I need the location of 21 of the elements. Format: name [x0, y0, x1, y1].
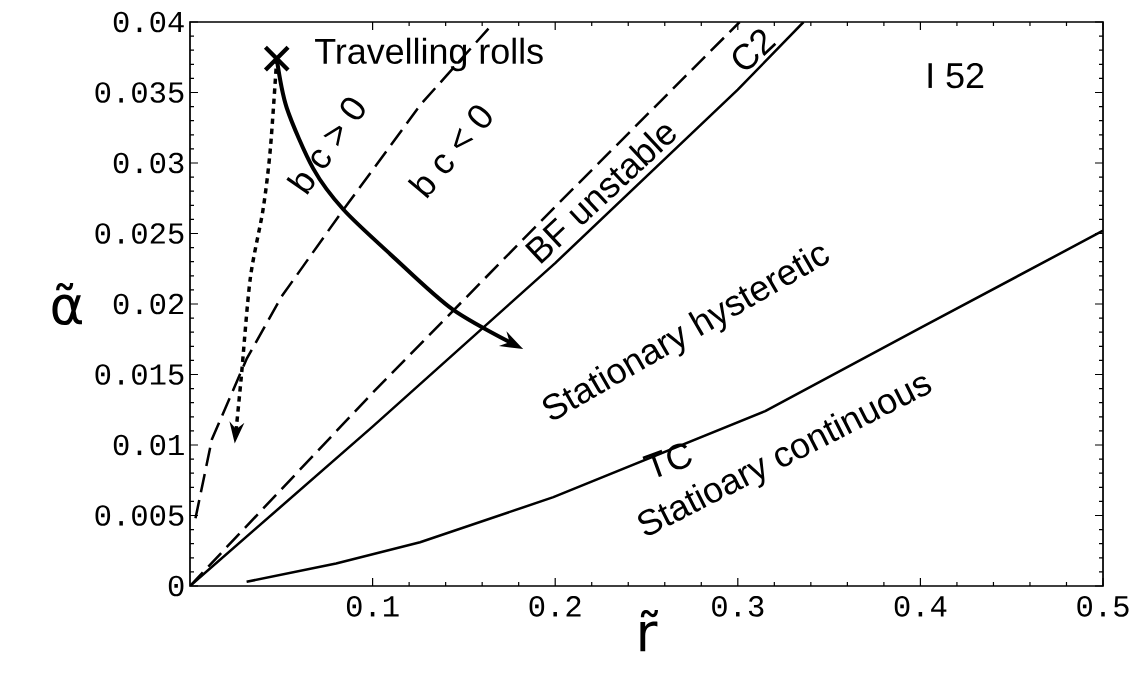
x-axis-title: r̃ — [640, 609, 658, 652]
y-tick-label: 0.02 — [113, 293, 184, 315]
y-tick-label: 0.035 — [95, 82, 184, 103]
annotation: Travelling rolls — [315, 37, 543, 72]
x-tick-label: 0.4 — [894, 596, 947, 617]
y-tick-label: 0.01 — [113, 434, 184, 456]
y-tick-label: 0.03 — [113, 152, 184, 174]
y-tick-label: 0.005 — [95, 505, 184, 526]
annotation: I 52 — [928, 62, 984, 89]
annotation: C2 — [732, 29, 777, 70]
y-tick-label: 0 — [168, 575, 184, 597]
y-axis-title: α̃ — [52, 283, 82, 325]
y-tick-label: 0.025 — [95, 223, 184, 244]
y-tick-label: 0.04 — [113, 11, 184, 33]
x-tick-label: 0.2 — [529, 596, 581, 617]
x-tick-label: 0.1 — [346, 596, 399, 617]
y-tick-label: 0.015 — [95, 364, 184, 385]
annotation: b c > 0 — [286, 97, 365, 195]
annotation: b c < 0 — [407, 105, 492, 199]
x-tick-label: 0.3 — [712, 596, 764, 617]
x-tick-label: 0.5 — [1077, 596, 1129, 617]
